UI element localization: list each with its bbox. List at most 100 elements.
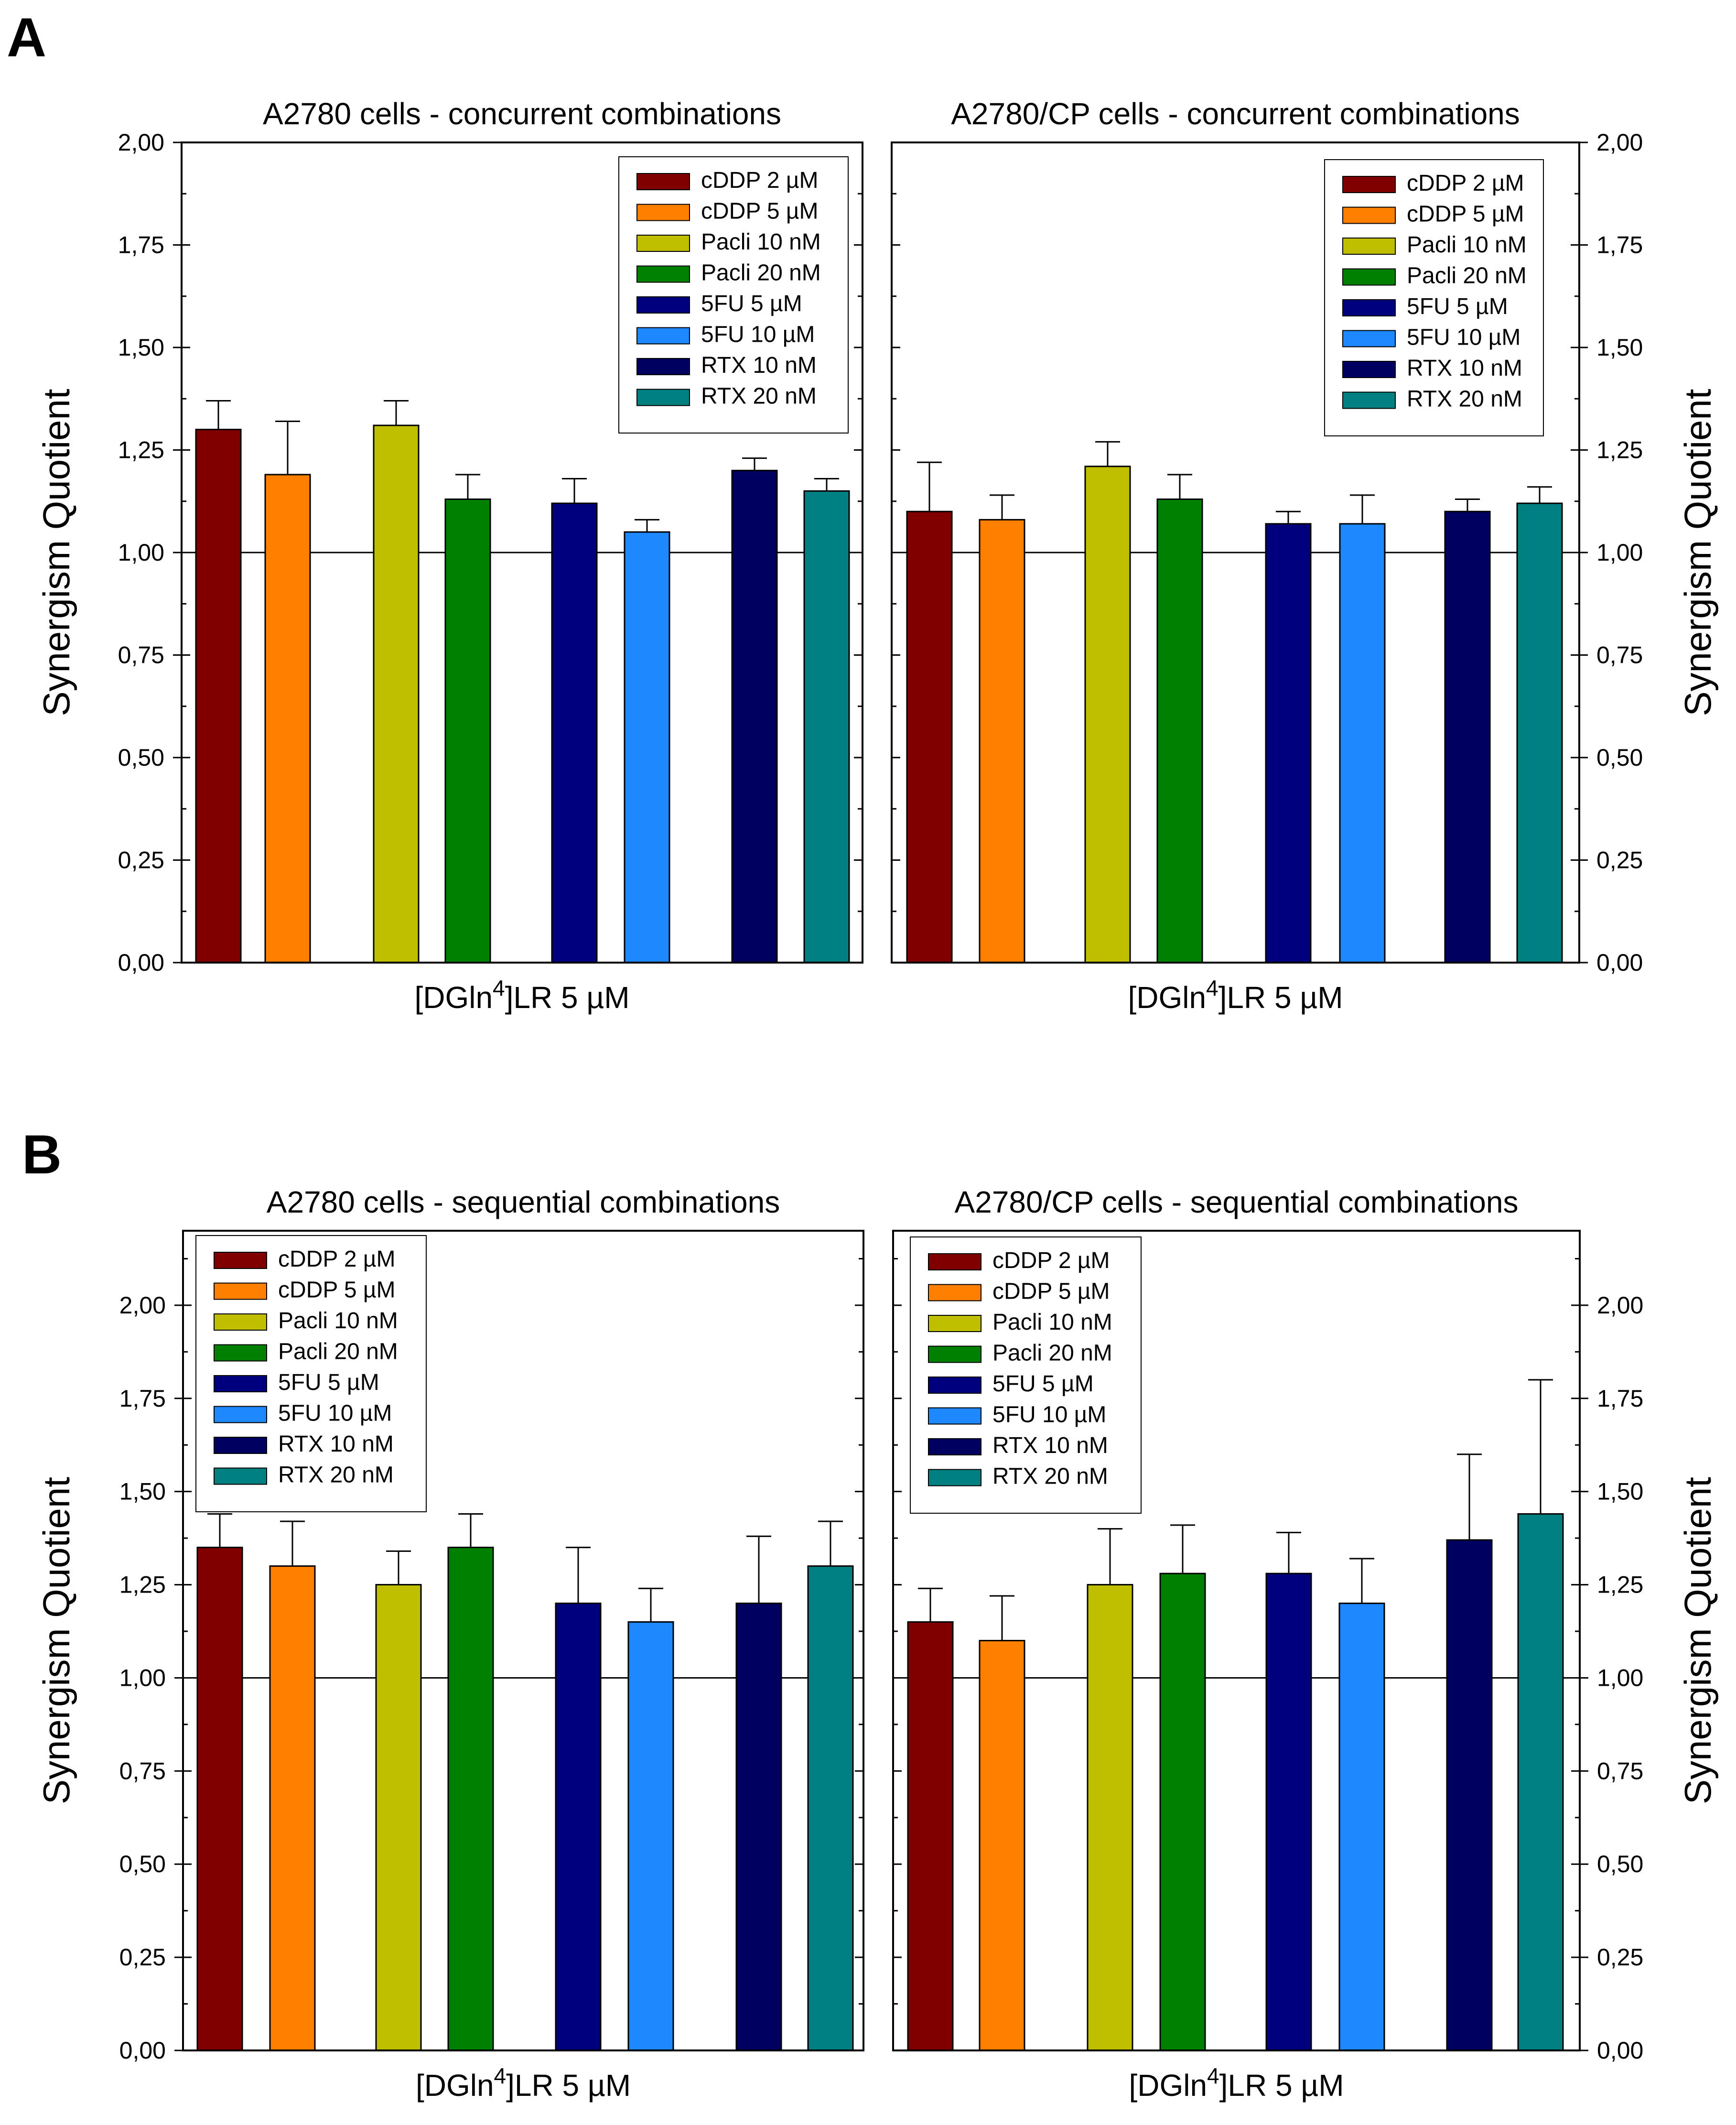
legend-swatch-1 bbox=[1342, 176, 1396, 193]
legend-swatch-5 bbox=[636, 296, 690, 314]
bar-6 bbox=[1339, 523, 1386, 964]
legend-swatch-3 bbox=[1342, 238, 1396, 255]
y-tick-label: 0,75 bbox=[1597, 1757, 1643, 1784]
bar-4 bbox=[447, 1547, 494, 2051]
bar-3 bbox=[1084, 466, 1131, 964]
legend-label-5: 5FU 5 µM bbox=[992, 1371, 1094, 1397]
legend-swatch-2 bbox=[928, 1284, 981, 1301]
legend-box bbox=[618, 156, 849, 434]
y-tick-label: 0,50 bbox=[118, 744, 164, 771]
legend-label-3: Pacli 10 nM bbox=[701, 229, 821, 255]
bar-3 bbox=[375, 1584, 422, 2051]
legend-box bbox=[910, 1236, 1142, 1514]
bar-7 bbox=[1446, 1539, 1493, 2051]
legend-label-6: 5FU 10 µM bbox=[278, 1401, 392, 1426]
legend-label-1: cDDP 2 µM bbox=[701, 168, 818, 193]
x-axis-label: [DGln4]LR 5 µM bbox=[416, 2063, 631, 2103]
legend-swatch-1 bbox=[636, 173, 690, 190]
bar-7 bbox=[731, 469, 778, 964]
legend-label-2: cDDP 5 µM bbox=[1407, 202, 1524, 227]
legend-swatch-6 bbox=[636, 327, 690, 345]
y-tick-label: 0,50 bbox=[1597, 1851, 1643, 1877]
chart-title: A2780 cells - sequential combinations bbox=[267, 1185, 780, 1219]
y-tick-label: 1,25 bbox=[118, 437, 164, 464]
legend-swatch-6 bbox=[1342, 330, 1396, 347]
y-tick-label: 1,75 bbox=[1597, 1385, 1643, 1412]
plot-frame bbox=[892, 1230, 1581, 2051]
legend-swatch-2 bbox=[214, 1282, 267, 1300]
bar-5 bbox=[551, 502, 598, 964]
y-tick-label: 1,50 bbox=[1596, 334, 1643, 361]
legend-swatch-8 bbox=[928, 1469, 981, 1486]
y-tick-label: 2,00 bbox=[119, 1292, 166, 1319]
legend: cDDP 2 µM cDDP 5 µM Pacli 10 nM Pacli 20 nM… bbox=[910, 1236, 1142, 1514]
bar-2 bbox=[269, 1565, 316, 2051]
bar-7 bbox=[735, 1603, 782, 2051]
y-tick-label: 0,00 bbox=[118, 949, 164, 976]
y-tick-label: 0,50 bbox=[119, 1851, 166, 1877]
y-tick-label: 0,75 bbox=[1596, 642, 1643, 669]
y-tick-label: 1,50 bbox=[118, 334, 164, 361]
bar-1 bbox=[196, 1547, 243, 2051]
legend-label-5: 5FU 5 µM bbox=[278, 1370, 379, 1395]
legend-label-4: Pacli 20 nM bbox=[701, 260, 821, 286]
legend-swatch-4 bbox=[1342, 268, 1396, 286]
legend-swatch-2 bbox=[636, 204, 690, 221]
legend-label-1: cDDP 2 µM bbox=[278, 1247, 395, 1272]
y-tick-label: 0,25 bbox=[1596, 847, 1643, 874]
x-axis-label: [DGln4]LR 5 µM bbox=[414, 976, 629, 1015]
y-tick-label: 1,25 bbox=[1596, 437, 1643, 464]
legend-label-8: RTX 20 nM bbox=[1407, 387, 1522, 412]
y-tick-label: 0,25 bbox=[118, 847, 164, 874]
legend-label-6: 5FU 10 µM bbox=[1407, 325, 1520, 350]
y-tick-label: 1,75 bbox=[119, 1385, 166, 1412]
bar-8 bbox=[807, 1565, 854, 2051]
legend-label-3: Pacli 10 nM bbox=[278, 1308, 398, 1334]
legend: cDDP 2 µM cDDP 5 µM Pacli 10 nM Pacli 20 nM… bbox=[618, 156, 849, 434]
legend-swatch-7 bbox=[928, 1438, 981, 1455]
bar-5 bbox=[1265, 1572, 1312, 2051]
y-tick-label: 0,75 bbox=[118, 642, 164, 669]
y-tick-label: 0,75 bbox=[119, 1757, 166, 1784]
bar-4 bbox=[1159, 1572, 1206, 2051]
bar-1 bbox=[195, 429, 242, 964]
bar-7 bbox=[1444, 510, 1491, 964]
legend-swatch-8 bbox=[214, 1467, 267, 1485]
y-tick-label: 1,25 bbox=[1597, 1572, 1643, 1598]
chart-title: A2780 cells - concurrent combinations bbox=[263, 97, 781, 131]
y-axis-label: Synergism Quotient bbox=[35, 1477, 77, 1804]
chart-title: A2780/CP cells - sequential combinations bbox=[955, 1185, 1519, 1219]
chart-2: A2780/CP cells - concurrent combinations… bbox=[891, 97, 1719, 1015]
x-axis-label: [DGln4]LR 5 µM bbox=[1128, 976, 1343, 1015]
legend-box bbox=[195, 1235, 427, 1512]
chart-title: A2780/CP cells - concurrent combinations bbox=[951, 97, 1520, 131]
chart-4: A2780/CP cells - sequential combinations… bbox=[892, 1185, 1719, 2103]
legend-swatch-4 bbox=[214, 1344, 267, 1362]
y-tick-label: 1,50 bbox=[119, 1478, 166, 1505]
y-tick-label: 0,00 bbox=[119, 2037, 166, 2064]
bar-3 bbox=[373, 424, 420, 964]
legend-swatch-3 bbox=[928, 1315, 981, 1332]
bar-8 bbox=[1517, 1513, 1564, 2051]
bar-2 bbox=[979, 1640, 1025, 2051]
charts-group: A2780 cells - concurrent combinations 0,0… bbox=[35, 97, 1719, 2103]
y-axis-label: Synergism Quotient bbox=[35, 389, 77, 716]
legend-swatch-3 bbox=[636, 235, 690, 252]
y-tick-label: 0,00 bbox=[1596, 949, 1643, 976]
legend-label-7: RTX 10 nM bbox=[701, 353, 817, 378]
legend-label-8: RTX 20 nM bbox=[992, 1464, 1108, 1489]
legend-swatch-7 bbox=[1342, 361, 1396, 378]
bar-1 bbox=[907, 1621, 954, 2051]
bar-3 bbox=[1087, 1584, 1133, 2051]
legend-swatch-5 bbox=[1342, 299, 1396, 316]
bar-6 bbox=[1338, 1603, 1385, 2051]
legend-swatch-7 bbox=[214, 1437, 267, 1454]
y-tick-label: 1,00 bbox=[1597, 1664, 1643, 1691]
y-tick-label: 0,25 bbox=[119, 1944, 166, 1971]
legend-swatch-3 bbox=[214, 1313, 267, 1331]
legend-label-6: 5FU 10 µM bbox=[992, 1402, 1106, 1428]
legend-swatch-4 bbox=[928, 1345, 981, 1363]
y-tick-label: 0,25 bbox=[1597, 1944, 1643, 1971]
legend-label-7: RTX 10 nM bbox=[992, 1433, 1108, 1458]
legend-swatch-6 bbox=[214, 1406, 267, 1423]
